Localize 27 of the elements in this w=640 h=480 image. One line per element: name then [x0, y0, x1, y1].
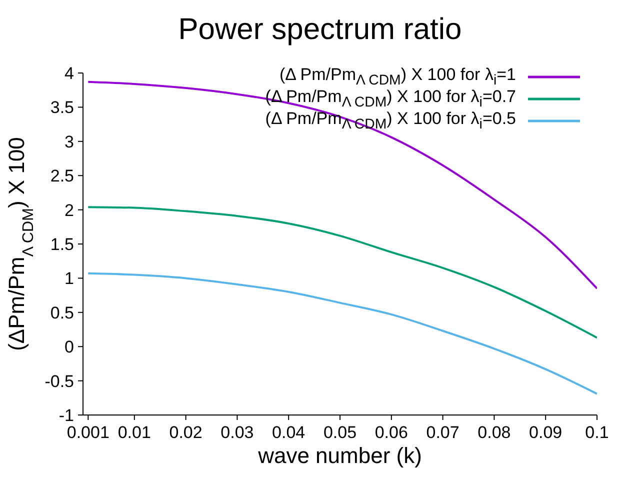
x-tick-label: 0.09 — [529, 423, 562, 442]
y-tick-label: 4 — [64, 64, 74, 84]
line-series — [87, 272, 597, 395]
chart-title: Power spectrum ratio — [177, 12, 463, 48]
y-tick-label: -1 — [58, 406, 74, 426]
y-tick-label: 1.5 — [50, 235, 74, 254]
y-tick-label: 3 — [64, 132, 74, 152]
y-tick-label: 2 — [64, 200, 74, 220]
y-tick-label: -0.5 — [44, 372, 74, 391]
legend-label: (Δ Pm/Pm$_{Λ CDM}$) X 100 for λ$_{i}$=1 — [279, 65, 516, 89]
x-tick-label: 0.08 — [478, 423, 511, 442]
x-tick-label: 0.07 — [426, 423, 460, 442]
y-tick-label: 3.5 — [50, 98, 74, 118]
x-tick-label: 0.01 — [118, 423, 151, 442]
y-tick-label: 0.5 — [50, 303, 74, 322]
y-tick-label: 1 — [64, 269, 74, 288]
x-tick-label: 0.03 — [220, 423, 254, 442]
y-tick-label: 2.5 — [50, 166, 74, 186]
x-tick-label: 0.06 — [374, 423, 408, 442]
x-tick-label: 0.05 — [323, 423, 357, 442]
y-tick-label: 0 — [64, 338, 74, 357]
x-axis-title: wave number (k) — [257, 443, 422, 468]
x-tick-label: 0.1 — [585, 423, 609, 442]
x-tick-label: 0.04 — [272, 423, 306, 442]
line-series — [87, 206, 597, 339]
x-tick-label: 0.001 — [66, 423, 110, 442]
x-tick-label: 0.02 — [169, 423, 202, 442]
